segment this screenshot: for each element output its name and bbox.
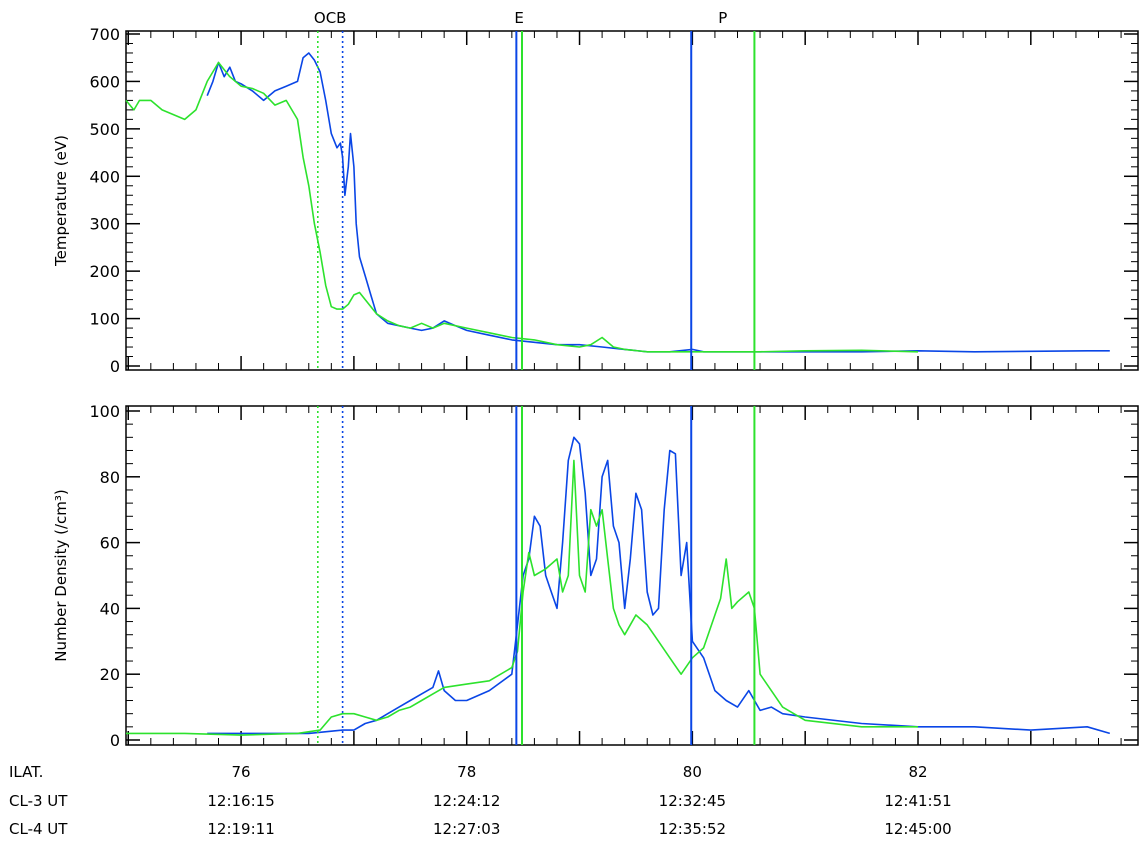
density-series-cl3	[207, 436, 1111, 735]
bottom-row-value: 12:16:15	[207, 792, 274, 810]
temperature-panel: 0 100 200 300 400 500 600 700 Temperature (eV) OC…	[52, 9, 1139, 376]
density-plot-frame	[125, 405, 1139, 746]
temperature-series-cl4	[125, 61, 919, 353]
density-panel: 0 20 40 60 80 100 Number Density (/cm³)	[52, 402, 1139, 750]
temperature-ytick-label: 300	[89, 215, 120, 234]
bottom-row-label: CL-3 UT	[9, 792, 68, 810]
bottom-row-label: CL-4 UT	[9, 820, 68, 838]
marker-label-e: E	[514, 9, 523, 27]
density-series-cl4	[126, 459, 918, 736]
marker-label-p: P	[718, 9, 727, 27]
bottom-row-value: 12:32:45	[659, 792, 726, 810]
bottom-row-value: 12:41:51	[884, 792, 951, 810]
bottom-row-label: ILAT.	[9, 763, 43, 781]
marker-label-ocb: OCB	[314, 9, 347, 27]
bottom-row-value: 12:19:11	[207, 820, 274, 838]
density-ytick-label: 60	[100, 534, 120, 553]
temperature-ytick-label: 400	[89, 167, 120, 186]
bottom-time-table: ILAT. 76 78 80 82 CL-3 UT 12:16:15 12:24:12 12:3…	[9, 763, 952, 838]
temperature-ytick-label: 500	[89, 120, 120, 139]
bottom-row-value: 78	[457, 763, 476, 781]
density-axis-title: Number Density (/cm³)	[52, 489, 70, 661]
bottom-row-value: 80	[683, 763, 702, 781]
bottom-row-value: 76	[232, 763, 251, 781]
density-ytick-label: 0	[110, 731, 120, 750]
temperature-axis-title: Temperature (eV)	[52, 135, 70, 267]
bottom-row-value: 12:45:00	[884, 820, 951, 838]
temperature-ytick-label: 600	[89, 72, 120, 91]
temperature-ytick-label: 100	[89, 310, 120, 329]
bottom-row-value: 12:27:03	[433, 820, 500, 838]
bottom-row-value: 82	[908, 763, 927, 781]
temperature-ytick-label: 0	[110, 357, 120, 376]
bottom-row-value: 12:24:12	[433, 792, 500, 810]
temperature-ytick-label: 200	[89, 262, 120, 281]
bottom-row-value: 12:35:52	[659, 820, 726, 838]
temperature-ytick-label: 700	[89, 25, 120, 44]
temperature-plot-frame	[125, 30, 1139, 371]
density-ytick-label: 40	[100, 599, 120, 618]
temperature-series-cl3	[206, 52, 1110, 353]
density-ytick-label: 80	[100, 468, 120, 487]
density-ytick-label: 100	[89, 402, 120, 421]
density-ytick-label: 20	[100, 665, 120, 684]
